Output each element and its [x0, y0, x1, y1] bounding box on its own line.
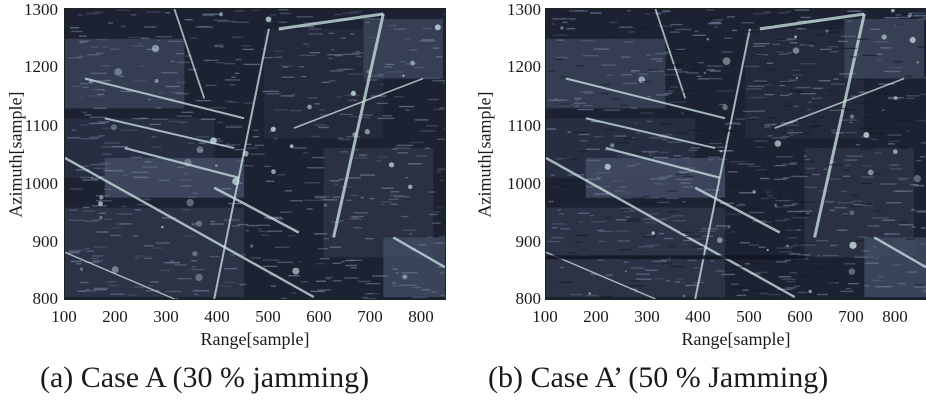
x-tick: 300: [634, 307, 660, 326]
x-axis-label: Range[sample]: [200, 329, 310, 349]
x-tick: 200: [102, 307, 128, 326]
y-tick: 1000: [507, 174, 541, 193]
x-tick: 100: [51, 307, 77, 326]
y-tick: 1200: [24, 57, 58, 76]
y-tick: 900: [32, 232, 59, 251]
y-tick: 1000: [24, 174, 58, 193]
x-tick: 500: [736, 307, 762, 326]
y-axis-label: Azimuth[sample]: [474, 91, 495, 218]
y-tick: 1100: [507, 116, 541, 135]
y-tick: 1200: [507, 57, 541, 76]
caption-b: (b) Case A’ (50 % Jamming): [488, 361, 829, 394]
x-tick: 500: [255, 307, 281, 326]
x-tick: 600: [787, 307, 813, 326]
x-tick: 400: [204, 307, 230, 326]
x-tick: 700: [357, 307, 383, 326]
y-tick: 1100: [24, 116, 58, 135]
panel-a: Azimuth[sample] 1300 1200 1100 1000 900 …: [5, 0, 446, 394]
y-tick: 800: [32, 289, 59, 308]
panel-b: Azimuth[sample] 1300 1200 1100 1000 900 …: [463, 0, 926, 409]
x-tick: 800: [882, 307, 908, 326]
caption-a: (a) Case A (30 % jamming): [40, 361, 370, 394]
y-tick: 1300: [24, 0, 58, 19]
x-axis-label: Range[sample]: [681, 329, 791, 349]
y-tick: 900: [515, 232, 542, 251]
x-tick: 100: [532, 307, 558, 326]
sar-image-case-a: [64, 8, 446, 300]
x-tick: 600: [306, 307, 332, 326]
x-tick: 300: [153, 307, 179, 326]
x-tick: 400: [685, 307, 711, 326]
y-axis-label: Azimuth[sample]: [5, 91, 26, 218]
x-tick: 700: [838, 307, 864, 326]
x-tick: 200: [583, 307, 609, 326]
y-tick: 800: [515, 289, 542, 308]
x-tick: 800: [408, 307, 434, 326]
y-tick: 1300: [507, 0, 541, 19]
sar-image-case-a-prime: [545, 8, 926, 300]
